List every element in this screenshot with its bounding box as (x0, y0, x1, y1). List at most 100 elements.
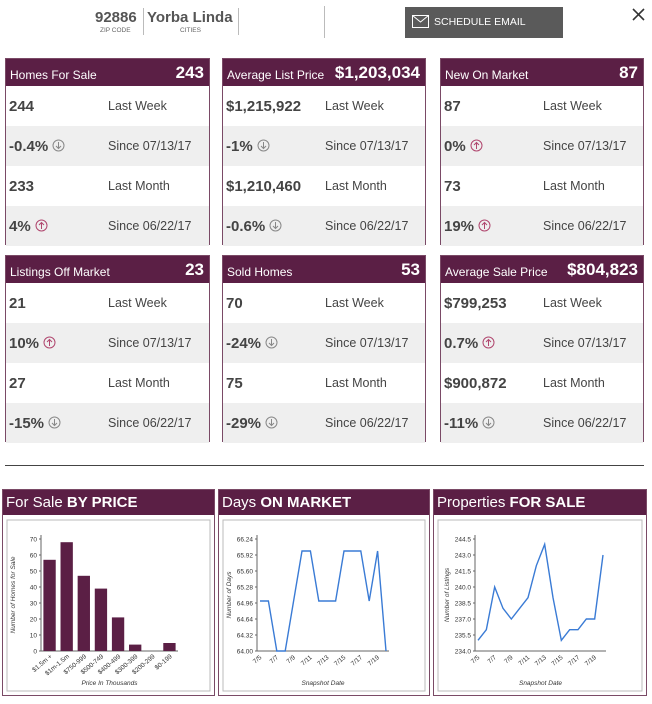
y-tick-label: 241.5 (455, 569, 472, 576)
row-label: Last Week (543, 99, 602, 113)
icon-circle (257, 139, 270, 152)
stat-card: Sold Homes 53 70 Last Week -24% Since 07/13/1… (222, 255, 426, 443)
chart-title: Days (222, 494, 257, 511)
icon-circle (478, 219, 491, 232)
row-label: Since 07/13/17 (108, 139, 192, 153)
y-axis-label: Number of Homes for Sale (10, 556, 17, 633)
icon-arrow (481, 221, 488, 229)
row-label: Last Week (108, 99, 167, 113)
row-value: -29% (226, 415, 278, 432)
city-label: CITIES (180, 27, 201, 34)
x-axis-label: Snapshot Date (519, 680, 562, 687)
row-value: 10% (9, 335, 56, 352)
bar (94, 588, 108, 651)
x-tick-label: 7/19 (584, 654, 598, 668)
button-label: SCHEDULE EMAIL UPDATES (434, 16, 526, 59)
x-tick-label: 7/7 (269, 654, 281, 665)
row-value: -15% (9, 415, 61, 432)
x-tick-label: 7/11 (300, 654, 314, 667)
plot-frame (6, 519, 211, 692)
card-row: 244 Last Week (6, 86, 209, 126)
card-title: Homes For Sale (10, 68, 97, 82)
row-label: Last Month (108, 179, 170, 193)
y-tick-label: 65.28 (237, 585, 254, 592)
card-header: Listings Off Market 23 (6, 256, 209, 283)
card-row: -0.4% Since 07/13/17 (6, 126, 209, 166)
icon-arrow (55, 142, 62, 150)
row-label: Since 07/13/17 (543, 139, 627, 153)
y-tick-label: 0 (33, 649, 37, 656)
trend-icon (48, 416, 61, 429)
y-tick-label: 65.60 (237, 569, 254, 576)
y-tick-label: 40 (30, 585, 38, 592)
separator (238, 8, 239, 35)
card-title: Sold Homes (227, 265, 293, 279)
x-tick-label: 7/5 (470, 654, 482, 665)
row-label: Since 06/22/17 (108, 219, 192, 233)
plot-frame (222, 519, 426, 692)
card-row: $900,872 Last Month (441, 363, 643, 403)
chart-header: For Sale BY PRICE (3, 490, 214, 515)
bar (163, 643, 176, 651)
icon-circle (265, 336, 278, 349)
y-axis-label: Number of Listings (444, 567, 451, 622)
y-tick-label: 243.0 (455, 553, 472, 560)
card-row: -0.6% Since 06/22/17 (223, 206, 425, 246)
trend-icon (269, 219, 282, 232)
card-row: -15% Since 06/22/17 (6, 403, 209, 443)
icon-arrow (485, 419, 492, 427)
card-title: Average Sale Price (445, 265, 548, 279)
y-tick-label: 64.96 (237, 601, 254, 608)
chart-panel: Properties FOR SALE 234.0 235.5 237.0 238.5 2… (433, 489, 647, 696)
card-row: 10% Since 07/13/17 (6, 323, 209, 363)
city: Yorba Linda (147, 9, 233, 26)
close-button[interactable] (632, 8, 645, 21)
card-header: Average List Price $1,203,034 (223, 59, 425, 86)
icon-arrow (268, 339, 275, 347)
icon-arrow (268, 419, 275, 427)
row-label: Last Month (543, 376, 605, 390)
card-value: $1,203,034 (334, 63, 420, 82)
row-value: -0.4% (9, 138, 65, 155)
row-value: $1,210,460 (226, 178, 302, 195)
bar (60, 542, 73, 651)
x-tick-label: 7/7 (487, 654, 499, 665)
row-value: $799,253 (444, 295, 507, 312)
icon-circle (48, 416, 61, 429)
trend-icon (265, 416, 278, 429)
x-tick-label: 7/11 (517, 654, 531, 667)
row-label: Since 06/22/17 (108, 416, 192, 430)
y-tick-label: 64.64 (237, 617, 254, 624)
x-tick-label: 7/9 (285, 654, 297, 665)
stat-card: Average Sale Price $804,823 $799,253 Last W… (440, 255, 644, 443)
bar (129, 644, 142, 651)
card-row: 0.7% Since 07/13/17 (441, 323, 643, 363)
divider (5, 465, 644, 466)
icon-circle (43, 336, 56, 349)
row-value: 27 (9, 375, 26, 392)
x-tick-label: $0-199 (154, 653, 174, 672)
card-row: -1% Since 07/13/17 (223, 126, 425, 166)
chart-title-emphasis: BY PRICE (66, 494, 138, 511)
chart-title: Properties (437, 494, 506, 511)
icon-circle (35, 219, 48, 232)
trend-icon (478, 219, 491, 232)
x-tick-label: 7/13 (534, 654, 548, 668)
row-label: Since 07/13/17 (543, 336, 627, 350)
card-row: 75 Last Month (223, 363, 425, 403)
card-row: 27 Last Month (6, 363, 209, 403)
card-row: 21 Last Week (6, 283, 209, 323)
data-line (260, 550, 387, 652)
schedule-button[interactable]: SCHEDULE EMAIL UPDATES (405, 7, 563, 59)
card-row: 233 Last Month (6, 166, 209, 206)
row-value: 19% (444, 218, 491, 235)
stat-card: Listings Off Market 23 21 Last Week 10% Since… (5, 255, 210, 443)
x-axis-label: Snapshot Date (301, 680, 344, 687)
y-tick-label: 244.5 (455, 537, 472, 544)
x-tick-label: 7/19 (367, 654, 381, 668)
card-value: $804,823 (567, 260, 638, 279)
y-tick-label: 65.92 (237, 553, 254, 560)
row-value: 70 (226, 295, 243, 312)
card-value: 87 (619, 63, 638, 82)
